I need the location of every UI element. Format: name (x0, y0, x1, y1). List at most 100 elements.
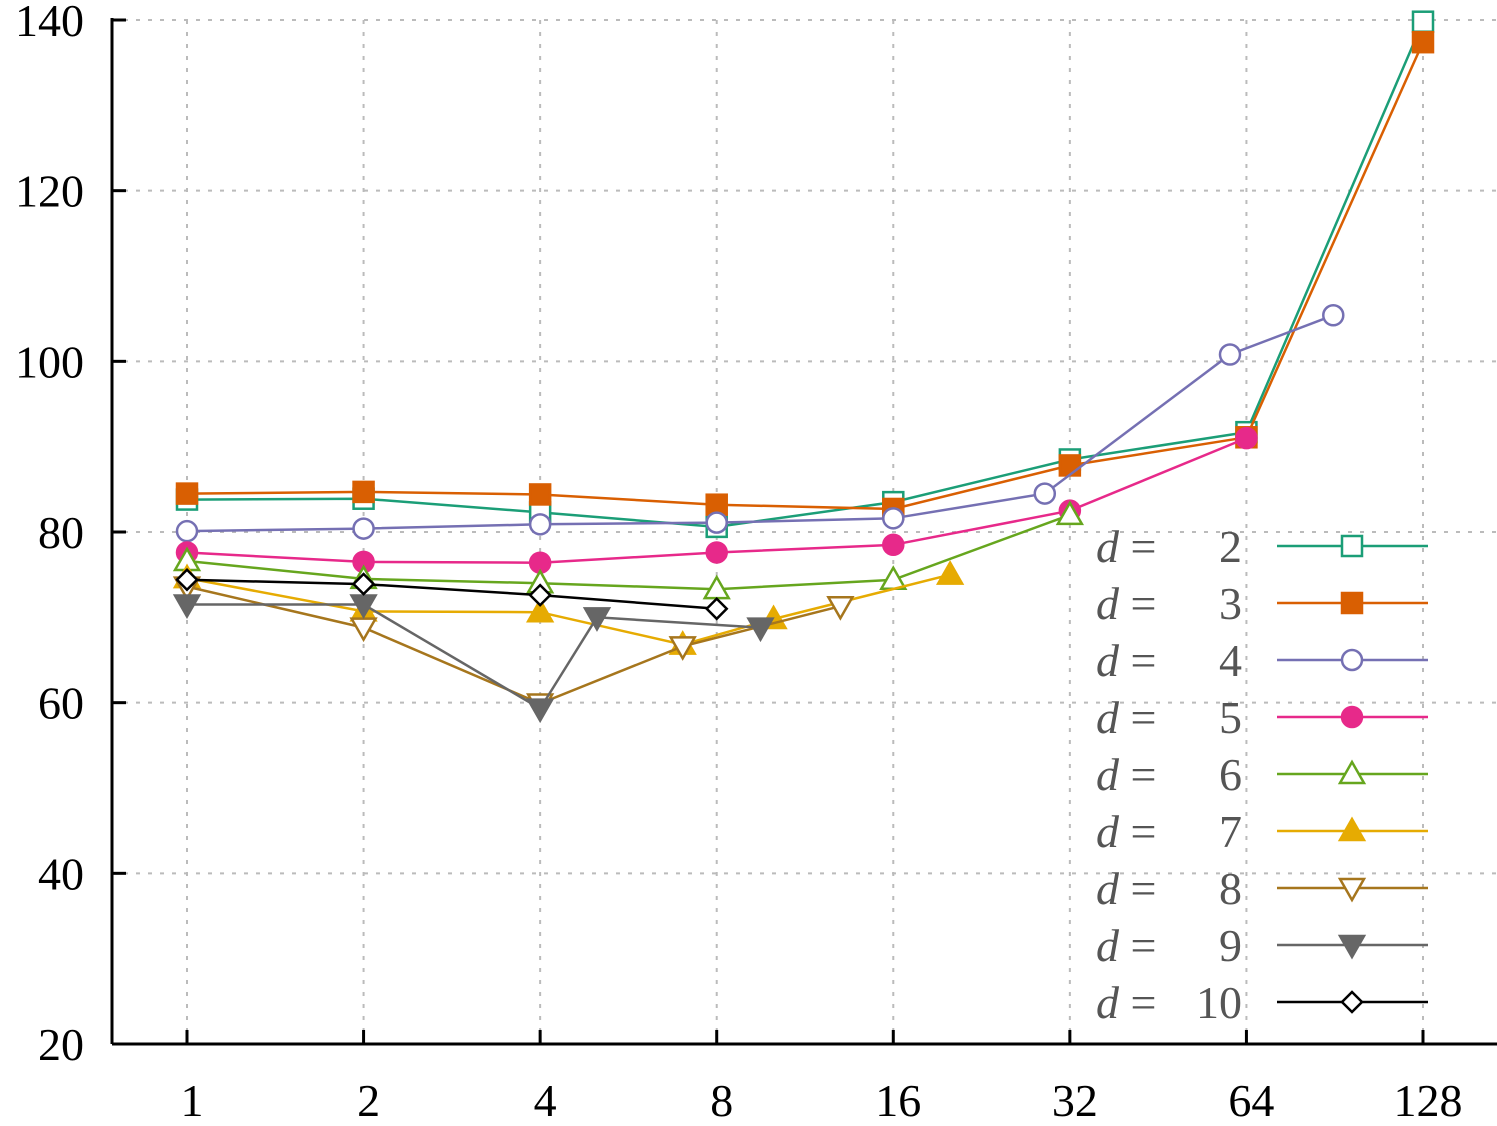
legend-label: d = (1096, 521, 1156, 572)
data-point-d-6 (1055, 500, 1085, 526)
legend-marker (1340, 534, 1364, 558)
data-point-d-3 (1411, 30, 1435, 54)
legend-entry-d-6: d = 6 (1096, 749, 1428, 800)
legend-value: 3 (1219, 578, 1242, 629)
data-point-d-2 (1411, 10, 1435, 33)
data-point-d-9 (746, 617, 775, 643)
legend-value: 6 (1219, 749, 1242, 800)
legend-prefix: d (1096, 749, 1120, 800)
legend-entry-d-5: d = 5 (1096, 692, 1428, 743)
legend-marker (1340, 648, 1364, 672)
data-point-d-3 (175, 482, 199, 505)
data-point-d-8 (668, 636, 697, 661)
legend-label: d = (1096, 977, 1156, 1028)
legend-label: d = (1096, 578, 1156, 629)
legend-equals: = (1119, 521, 1156, 572)
series-line-d-9 (187, 603, 761, 711)
legend: d = 2d = 3d = 4d = 5d = 6d = 7d = 8d = 9d = 10 (1096, 521, 1428, 1028)
legend-entry-d-7: d = 7 (1096, 806, 1428, 857)
legend-label: d = (1096, 920, 1156, 971)
y-tick-label: 120 (15, 166, 84, 217)
data-point-d-10 (704, 597, 729, 621)
x-tick-label: 1 (181, 1075, 204, 1121)
series-line-d-3 (186, 41, 1425, 511)
data-point-d-4 (528, 513, 552, 536)
legend-equals: = (1119, 977, 1156, 1028)
legend-marker (1340, 705, 1364, 729)
legend-prefix: d (1096, 806, 1120, 857)
legend-value: 2 (1219, 521, 1242, 572)
axes-layer (110, 18, 1497, 1046)
data-point-d-4 (705, 511, 728, 534)
legend-marker (1337, 759, 1367, 785)
data-point-d-3 (352, 480, 375, 504)
data-point-d-10 (351, 572, 376, 596)
y-tick-label: 100 (15, 336, 84, 387)
legend-marker (1337, 816, 1367, 842)
y-tick-label: 20 (38, 1019, 84, 1070)
legend-label: d = (1096, 635, 1156, 686)
legend-value: 5 (1219, 692, 1242, 743)
data-point-d-9 (525, 698, 555, 724)
data-point-d-3 (1058, 454, 1082, 477)
legend-entry-d-3: d = 3 (1096, 578, 1428, 629)
legend-equals: = (1119, 635, 1156, 686)
series-layer (172, 10, 1435, 724)
series-d-4 (175, 304, 1345, 543)
series-line-d-10 (186, 578, 717, 611)
series-d-9 (172, 594, 775, 724)
y-tick-label: 40 (38, 848, 84, 899)
x-tick-label: 32 (1052, 1075, 1098, 1121)
data-point-d-9 (172, 594, 202, 620)
data-point-d-5 (1235, 426, 1258, 450)
legend-prefix: d (1096, 521, 1120, 572)
data-point-d-4 (1033, 482, 1057, 505)
legend-entry-d-10: d = 10 (1096, 977, 1428, 1028)
legend-marker (1340, 990, 1364, 1014)
data-point-d-10 (528, 583, 552, 607)
legend-entry-d-9: d = 9 (1096, 920, 1428, 971)
data-point-d-7 (935, 560, 965, 585)
legend-prefix: d (1096, 920, 1120, 971)
y-tick-label: 80 (38, 507, 84, 558)
series-d-10 (175, 568, 729, 621)
x-tick-label: 64 (1228, 1075, 1274, 1121)
legend-prefix: d (1096, 977, 1120, 1028)
data-point-d-8 (826, 595, 855, 621)
legend-prefix: d (1096, 578, 1120, 629)
series-line-d-6 (186, 513, 1071, 591)
data-point-d-7 (525, 597, 555, 623)
data-point-d-5 (882, 533, 905, 557)
legend-value: 10 (1196, 977, 1242, 1028)
x-tick-label: 16 (875, 1075, 921, 1121)
data-point-d-4 (175, 519, 199, 543)
data-point-d-5 (705, 541, 728, 564)
x-tick-label: 2 (357, 1075, 380, 1121)
legend-label: d = (1096, 749, 1156, 800)
legend-entry-d-2: d = 2 (1096, 521, 1428, 572)
legend-entry-d-8: d = 8 (1096, 863, 1428, 914)
data-point-d-4 (1322, 304, 1345, 327)
legend-label: d = (1096, 692, 1156, 743)
legend-value: 9 (1219, 920, 1242, 971)
data-point-d-9 (582, 607, 612, 632)
data-point-d-4 (352, 517, 375, 540)
legend-equals: = (1119, 806, 1156, 857)
legend-equals: = (1119, 692, 1156, 743)
y-tick-label: 140 (15, 0, 84, 46)
series-d-2 (175, 10, 1435, 539)
series-line-d-2 (186, 21, 1425, 529)
y-tick-label: 60 (38, 678, 84, 729)
legend-equals: = (1119, 920, 1156, 971)
data-point-d-3 (528, 483, 552, 506)
series-line-d-4 (186, 314, 1334, 533)
data-point-d-8 (349, 617, 378, 643)
legend-value: 8 (1219, 863, 1242, 914)
data-point-d-4 (1218, 343, 1242, 366)
legend-marker (1337, 934, 1367, 960)
legend-entry-d-4: d = 4 (1096, 635, 1428, 686)
x-tick-label: 128 (1394, 1075, 1463, 1121)
